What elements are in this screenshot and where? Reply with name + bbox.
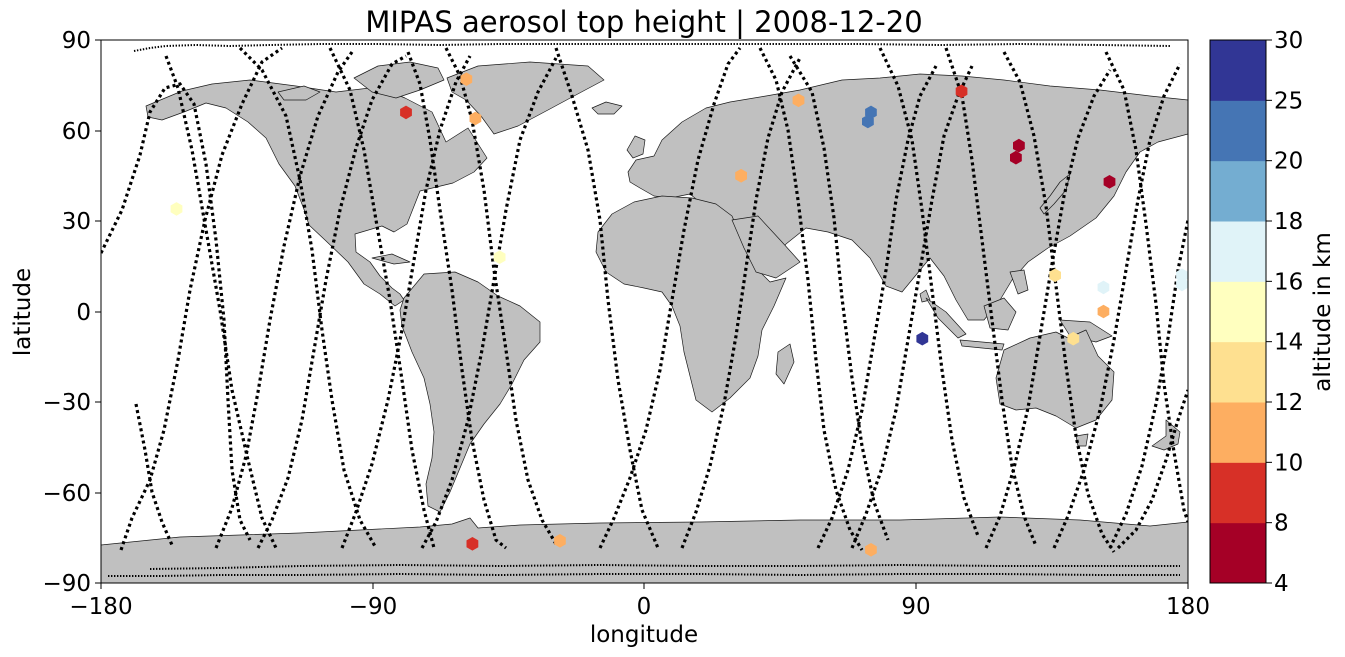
colorbar-segments bbox=[1210, 40, 1266, 584]
orbit-tracks bbox=[101, 46, 1188, 553]
x-axis-label: longitude bbox=[590, 622, 698, 648]
australia bbox=[995, 329, 1115, 429]
y-tick-label: 30 bbox=[62, 209, 91, 235]
colorbar-tick-label: 20 bbox=[1274, 149, 1303, 175]
colorbar-tick-label: 4 bbox=[1274, 571, 1289, 597]
detection-marker bbox=[1049, 268, 1061, 283]
map-panel: −180 −90 0 90 180 longitude 90 60 30 0 −… bbox=[10, 28, 1210, 648]
detection-marker bbox=[469, 111, 482, 126]
colorbar-tick-label: 18 bbox=[1274, 209, 1303, 235]
detection-marker bbox=[1176, 277, 1188, 292]
x-tick-label: 180 bbox=[1166, 594, 1210, 620]
x-tick-label: 90 bbox=[901, 594, 930, 620]
y-tick-label: −90 bbox=[42, 571, 91, 597]
arabia bbox=[731, 215, 801, 279]
colorbar-frame bbox=[1209, 39, 1267, 584]
java bbox=[959, 339, 1005, 351]
colorbar-tick-label: 30 bbox=[1274, 28, 1303, 54]
colorbar-segment bbox=[1210, 100, 1266, 162]
colorbar-tick-label: 10 bbox=[1274, 450, 1303, 476]
colorbar-segment bbox=[1210, 462, 1266, 524]
detection-marker bbox=[865, 543, 877, 557]
colorbar-ticks: 4 8 10 12 14 16 18 20 25 30 bbox=[1266, 28, 1303, 597]
detection-marker bbox=[493, 250, 506, 264]
colorbar-segment bbox=[1210, 402, 1266, 463]
detection-marker bbox=[554, 534, 566, 548]
detection-marker bbox=[1097, 304, 1110, 319]
colorbar-segment bbox=[1210, 341, 1266, 403]
colorbar-tick-label: 16 bbox=[1274, 269, 1303, 295]
detection-marker bbox=[460, 72, 473, 86]
detection-marker bbox=[466, 537, 479, 551]
detection-markers bbox=[170, 72, 1188, 557]
hudson-bay-island bbox=[277, 85, 321, 101]
y-axis-label: latitude bbox=[10, 268, 36, 356]
colorbar-tick-label: 14 bbox=[1274, 330, 1303, 356]
colorbar-tick-label: 25 bbox=[1274, 88, 1303, 114]
map-title: MIPAS aerosol top height | 2008-12-20 bbox=[365, 5, 922, 39]
colorbar-segment bbox=[1210, 40, 1266, 101]
detection-marker bbox=[792, 93, 805, 108]
south-america bbox=[399, 271, 541, 513]
y-tick-label: 0 bbox=[76, 300, 91, 326]
detection-marker bbox=[1097, 280, 1110, 295]
africa bbox=[595, 195, 787, 413]
detection-marker bbox=[1013, 138, 1025, 153]
y-tick-label: −60 bbox=[42, 481, 91, 507]
polar-tracks bbox=[108, 42, 1180, 577]
iceland bbox=[591, 101, 623, 115]
detection-marker bbox=[916, 331, 929, 346]
x-tick-label: 0 bbox=[637, 594, 652, 620]
cuba bbox=[371, 253, 411, 265]
britain bbox=[626, 135, 646, 159]
colorbar-tick-label: 8 bbox=[1274, 511, 1289, 537]
colorbar-tick-label: 12 bbox=[1274, 390, 1303, 416]
x-tick-label: −180 bbox=[69, 594, 132, 620]
colorbar-segment bbox=[1210, 522, 1266, 584]
colorbar-segment bbox=[1210, 281, 1266, 343]
y-axis: 90 60 30 0 −30 −60 −90 latitude bbox=[10, 28, 101, 597]
philippines bbox=[1009, 269, 1029, 295]
borneo bbox=[983, 297, 1017, 331]
y-tick-label: 90 bbox=[62, 28, 91, 54]
japan bbox=[1039, 173, 1071, 215]
detection-marker bbox=[170, 202, 183, 216]
detection-marker bbox=[1176, 268, 1188, 283]
detection-marker bbox=[1067, 331, 1080, 346]
detection-marker bbox=[1103, 175, 1116, 189]
detection-marker bbox=[1010, 150, 1022, 165]
colorbar-segment bbox=[1210, 160, 1266, 222]
detection-marker bbox=[735, 168, 747, 183]
detection-marker bbox=[862, 114, 874, 129]
detection-marker bbox=[400, 105, 412, 120]
colorbar-segment bbox=[1210, 221, 1266, 282]
detection-marker bbox=[955, 84, 968, 99]
y-tick-label: 60 bbox=[62, 119, 91, 145]
x-axis: −180 −90 0 90 180 longitude bbox=[69, 583, 1210, 648]
colorbar-label: altitude in km bbox=[1310, 232, 1336, 392]
x-tick-label: −90 bbox=[349, 594, 398, 620]
colorbar: 4 8 10 12 14 16 18 20 25 30 altitude in km bbox=[1209, 28, 1336, 597]
y-tick-label: −30 bbox=[42, 390, 91, 416]
madagascar bbox=[775, 343, 795, 385]
antarctica bbox=[101, 516, 1188, 583]
